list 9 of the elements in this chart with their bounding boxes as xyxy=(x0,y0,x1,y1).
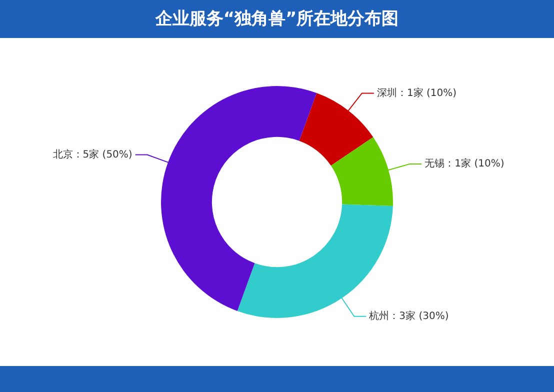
slice-label: 无锡 xyxy=(424,158,445,170)
slice-label: 北京 xyxy=(52,148,73,160)
chart-title: 企业服务“独角兽”所在地分布图 xyxy=(0,0,554,38)
slice-label: 深圳 xyxy=(376,86,397,99)
data-label: ：5家 (50%) xyxy=(72,148,132,160)
data-label: ：1家 (10%) xyxy=(444,158,504,170)
data-label: ：1家 (10%) xyxy=(396,86,457,99)
slice-label: 杭州 xyxy=(368,310,390,322)
data-label: ：3家 (30%) xyxy=(389,310,449,322)
